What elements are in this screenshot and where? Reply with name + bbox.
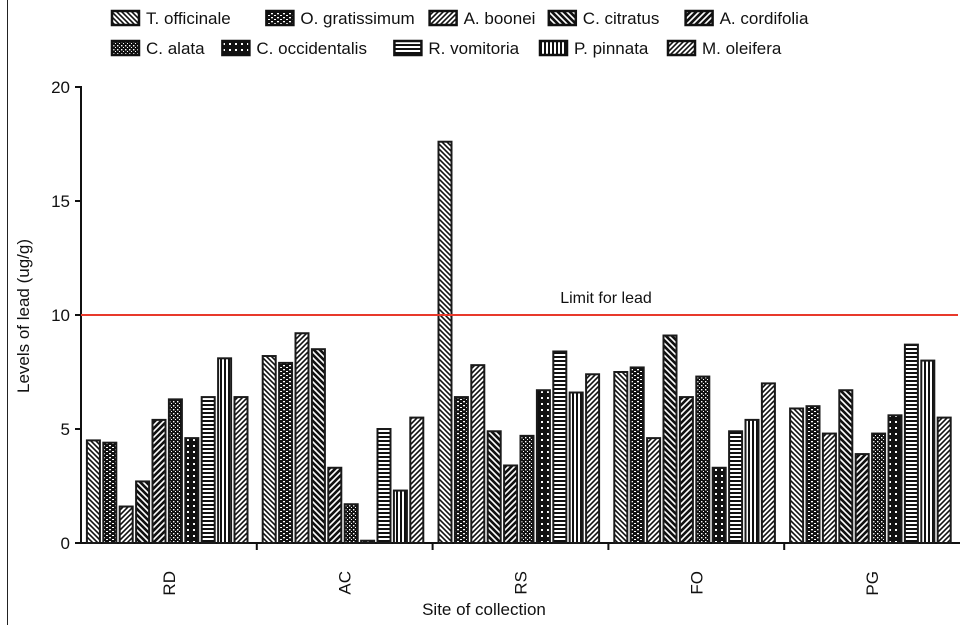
bar-ac-4 [310,348,326,545]
bar-rd-4 [135,480,151,545]
legend-swatch [547,9,578,27]
bar-pg-7 [887,414,903,545]
bar-ac-5 [327,466,343,545]
legend-entry: T. officinale [146,9,231,28]
legend-swatch [428,9,458,27]
bar-pg-5 [854,453,870,544]
y-tick-label: 0 [61,534,70,553]
bar-ac-1 [261,355,277,545]
bar-ac-7 [360,539,376,544]
legend-entry: A. boonei [464,9,536,28]
bar-rd-8 [200,396,216,544]
bar-fo-2 [629,366,645,544]
bar-pg-2 [805,405,821,545]
bar-ac-6 [343,503,359,544]
bar-pg-1 [789,407,805,545]
bar-rs-3 [470,364,486,544]
legend-entry: A. cordifolia [720,9,809,28]
x-axis-title: Site of collection [422,600,546,619]
x-tick-label: RS [512,571,531,595]
legend-swatch [110,39,141,57]
legend-swatch [538,39,569,57]
bar-fo-5 [678,396,694,544]
legend-entry: M. oleifera [702,39,782,58]
bar-pg-10 [936,416,952,545]
image-border-left [7,0,8,625]
bar-ac-10 [409,416,425,545]
legend-swatch [666,39,697,57]
bar-ac-2 [278,361,294,544]
legend-swatch [110,9,141,27]
legend-entry: C. occidentalis [256,39,367,58]
y-axis-title: Levels of lead (ug/g) [14,239,33,393]
y-tick-label: 10 [51,306,70,325]
bar-rd-5 [151,418,167,545]
bar-rs-2 [453,396,469,544]
bar-fo-7 [711,466,727,545]
bar-rs-6 [519,434,535,544]
bar-ac-3 [294,332,310,544]
bar-pg-4 [838,389,854,544]
bar-rs-4 [486,430,502,544]
legend-swatch [265,9,295,27]
bar-pg-9 [920,359,936,544]
bar-rd-3 [118,505,134,544]
legend-swatch [393,39,423,57]
bar-ac-9 [392,489,408,544]
lead-limit-label: Limit for lead [560,290,652,307]
legend-entry: O. gratissimum [300,9,414,28]
bar-rs-5 [503,464,519,545]
bar-fo-1 [613,371,629,544]
bar-rd-2 [102,441,118,544]
bar-pg-6 [871,432,887,544]
bar-pg-3 [821,432,837,544]
x-tick-label: PG [863,571,882,596]
bar-fo-8 [728,430,744,544]
bar-fo-6 [695,375,711,544]
legend-swatch [684,9,714,27]
bar-ac-8 [376,428,392,544]
bar-fo-9 [744,418,760,545]
bar-rs-1 [437,140,453,544]
bar-rs-10 [585,373,601,544]
legend-entry: C. alata [146,39,205,58]
bar-rs-8 [552,350,568,545]
chart-legend: T. officinale O. gratissimum A. boonei C. c… [110,9,809,58]
legend-swatch [221,39,251,57]
y-tick-label: 20 [51,78,70,97]
bar-rs-9 [568,391,584,544]
bar-fo-10 [760,382,776,544]
x-tick-label: FO [687,571,706,595]
y-tick-label: 15 [51,192,70,211]
bar-rd-7 [184,437,200,544]
x-tick-label: RD [160,571,179,596]
bar-rd-1 [85,439,101,544]
bar-rs-7 [535,389,551,544]
legend-entry: P. pinnata [574,39,649,58]
legend-entry: R. vomitoria [428,39,519,58]
bar-fo-3 [646,437,662,544]
bar-rd-6 [167,398,183,544]
bar-rd-9 [217,357,233,544]
bar-fo-4 [662,334,678,544]
plot-area: 0 5 10 15 20 RD AC RS FO PG Limit for lead [51,78,960,596]
bar-rd-10 [233,396,249,544]
x-tick-label: AC [336,571,355,595]
y-tick-label: 5 [61,420,70,439]
bar-pg-8 [903,343,919,545]
legend-entry: C. citratus [583,9,660,28]
